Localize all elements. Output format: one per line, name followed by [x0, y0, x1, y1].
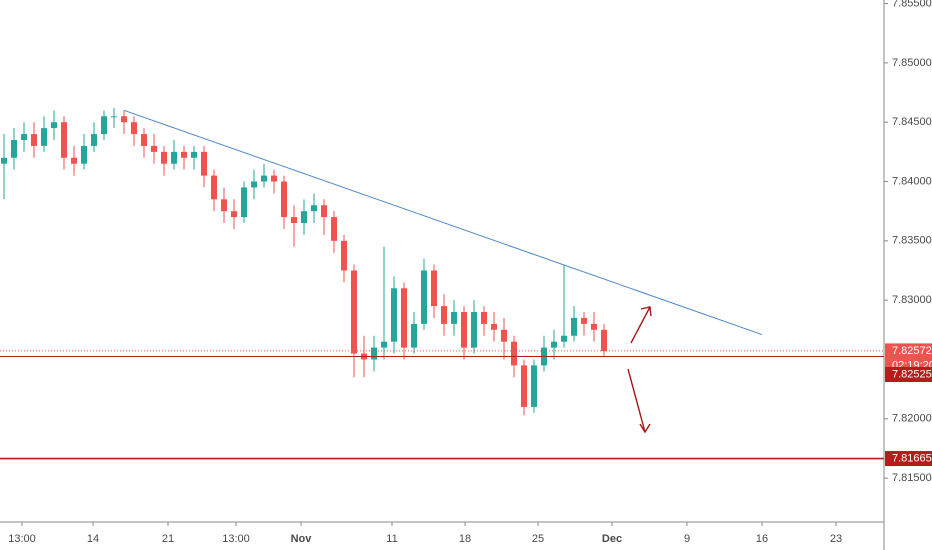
candle-body [161, 151, 167, 164]
candle-body [261, 175, 267, 182]
candle-body [181, 151, 187, 158]
candle-body [91, 134, 97, 146]
candle-body [251, 181, 257, 188]
candle-body [511, 341, 517, 366]
candle-body [351, 270, 357, 354]
candle-body [11, 139, 17, 158]
price-label: 7.82525 [892, 368, 932, 380]
candle-body [71, 157, 77, 164]
candle-body [171, 151, 177, 164]
candle-body [411, 323, 417, 348]
y-tick-label: 7.82000 [892, 413, 932, 425]
candle-body [571, 317, 577, 336]
candle-body [61, 122, 67, 158]
arrow-head [639, 423, 651, 434]
x-tick-label: 14 [87, 533, 99, 545]
candle-body [81, 145, 87, 164]
candle-body [281, 181, 287, 218]
y-tick-label: 7.83500 [892, 235, 932, 247]
candle-body [231, 211, 237, 218]
candle-body [521, 365, 527, 407]
candle-body [371, 347, 377, 360]
candle-body [201, 151, 207, 176]
candle-body [391, 288, 397, 342]
candle-body [591, 323, 597, 330]
candle-body [101, 116, 107, 135]
x-tick-label: 13:00 [222, 533, 250, 545]
candle-body [461, 312, 467, 348]
y-tick-label: 7.84000 [892, 175, 932, 187]
candle-body [291, 217, 297, 224]
trendline [123, 109, 763, 336]
candle-body [451, 312, 457, 324]
candle-body [311, 205, 317, 212]
arrow-head [640, 306, 652, 317]
x-tick-label: Nov [291, 533, 313, 545]
candle-body [241, 187, 247, 218]
candle-body [501, 329, 507, 342]
candle-body [271, 175, 277, 182]
y-tick-label: 7.83000 [892, 294, 932, 306]
candle-body [31, 134, 37, 146]
candle-body [561, 335, 567, 342]
price-label-box [885, 367, 932, 383]
candle-body [491, 323, 497, 330]
candle-body [301, 211, 307, 224]
candle-body [401, 288, 407, 348]
candle-body [551, 341, 557, 348]
candle-body [441, 306, 447, 324]
x-tick-label: 11 [386, 533, 397, 545]
candle-body [151, 145, 157, 152]
candle-body [121, 116, 127, 123]
candle-body [341, 240, 347, 271]
price-label: 7.81665 [892, 452, 932, 464]
arrow-shaft [627, 368, 646, 433]
arrow-down [627, 368, 651, 434]
x-tick-label: 9 [684, 533, 690, 545]
y-tick-label: 7.85000 [892, 57, 932, 69]
candle-body [321, 205, 327, 218]
candle-body [421, 270, 427, 324]
candle-body [221, 199, 227, 212]
x-tick-label: 25 [532, 533, 544, 545]
candle-body [191, 151, 197, 158]
x-tick-label: 18 [459, 533, 471, 545]
x-tick-label: 13:00 [8, 533, 36, 545]
candle-body [111, 116, 117, 118]
x-tick-label: Dec [602, 533, 622, 545]
y-tick-label: 7.84500 [892, 116, 932, 128]
candle-body [381, 341, 387, 348]
candle-body [21, 134, 27, 140]
candle-body [581, 317, 587, 324]
x-tick-label: 16 [756, 533, 768, 545]
candle-body [601, 329, 607, 352]
candle-body [481, 312, 487, 324]
y-tick-label: 7.85500 [892, 0, 932, 9]
candle-body [331, 217, 337, 241]
candle-body [471, 312, 477, 348]
y-tick-label: 7.81500 [892, 472, 932, 484]
candle-body [51, 122, 57, 129]
price-label: 7.82572 [892, 345, 932, 357]
candle-body [531, 365, 537, 407]
x-tick-label: 21 [162, 533, 174, 545]
candle-body [431, 270, 437, 307]
candle-body [211, 175, 217, 200]
candle-body [41, 128, 47, 146]
price-label-box [885, 451, 932, 467]
candle-body [0, 157, 7, 164]
x-tick-label: 23 [830, 533, 842, 545]
candle-body [141, 134, 147, 146]
candle-body [131, 122, 137, 135]
arrow-shaft [630, 306, 651, 344]
arrow-up [630, 306, 652, 344]
